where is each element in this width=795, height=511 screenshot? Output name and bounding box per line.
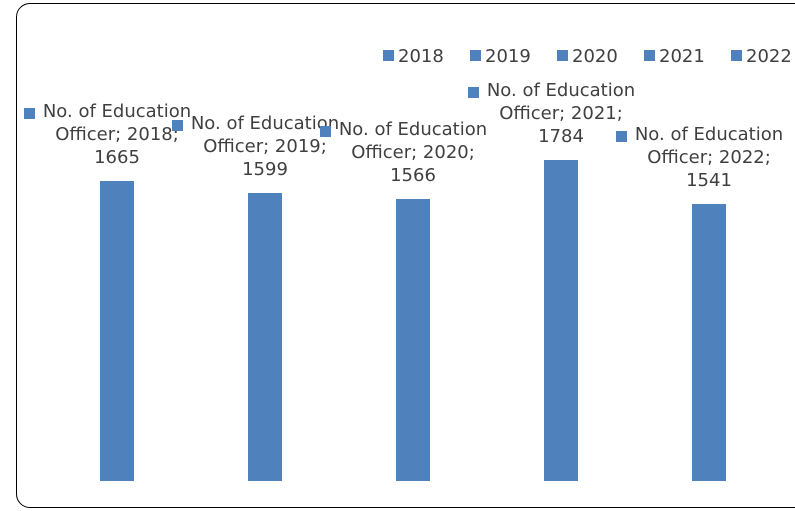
legend-item: 2018: [383, 47, 444, 67]
legend-label: 2022: [746, 46, 792, 67]
legend-label: 2018: [398, 46, 444, 67]
bar: [100, 181, 134, 481]
legend-swatch: [470, 50, 481, 61]
data-label-key: [468, 87, 479, 98]
legend-label: 2020: [572, 46, 618, 67]
data-label: No. of Education Officer; 2020; 1566: [338, 119, 488, 187]
data-label-key: [616, 130, 627, 142]
data-label-key: [320, 126, 331, 138]
data-label-key: [24, 108, 35, 120]
data-label: No. of Education Officer; 2021; 1784: [486, 80, 636, 147]
bar: [396, 199, 430, 481]
legend-item: 2022: [731, 47, 792, 67]
legend-swatch: [644, 50, 655, 61]
legend-item: 2021: [644, 47, 705, 67]
legend-swatch: [557, 50, 568, 61]
data-label: No. of Education Officer; 2019; 1599: [190, 113, 340, 181]
legend-item: 2020: [557, 47, 618, 67]
legend-label: 2021: [659, 46, 705, 67]
data-label-key: [172, 120, 183, 132]
legend-swatch: [731, 50, 742, 61]
bar: [692, 203, 726, 481]
legend-label: 2019: [485, 46, 531, 67]
legend-item: 2019: [470, 47, 531, 67]
chart-frame: [16, 3, 795, 508]
bar: [544, 160, 578, 481]
bar: [248, 193, 282, 481]
legend-swatch: [383, 50, 394, 61]
data-label: No. of Education Officer; 2018; 1665: [42, 101, 192, 169]
data-label: No. of Education Officer; 2022; 1541: [634, 123, 784, 191]
